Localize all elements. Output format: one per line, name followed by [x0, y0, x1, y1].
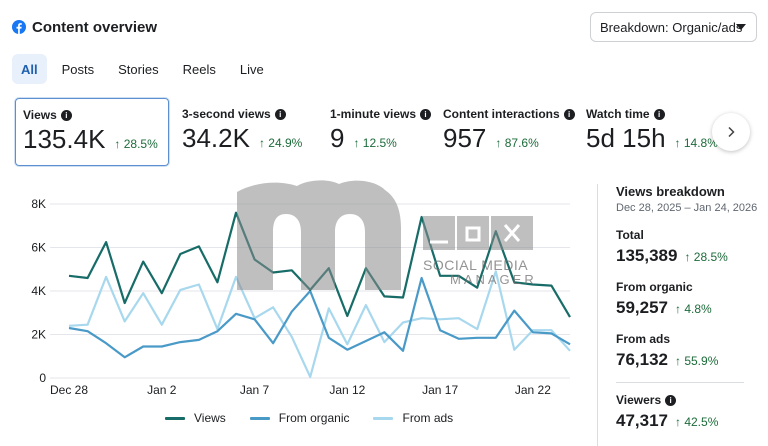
x-tick-label: Dec 28: [50, 383, 88, 397]
legend-label: From organic: [278, 411, 350, 425]
x-tick-label: Jan 17: [422, 383, 458, 397]
stat-value: 47,317: [616, 411, 668, 430]
info-icon[interactable]: i: [420, 108, 432, 120]
metric-card-watch-time[interactable]: Watch time i 5d 15h ↑ 14.8%: [579, 98, 731, 166]
stat-label: From ads: [616, 332, 671, 346]
legend-swatch: [249, 416, 270, 420]
views-chart: 0 2K 4K 6K 8K Dec 28 Jan 2 Jan 7 Jan 12 Jan 17 Jan…: [0, 182, 590, 446]
tab-posts[interactable]: Posts: [61, 61, 95, 77]
metric-change: ↑ 87.6%: [495, 136, 539, 150]
info-icon[interactable]: i: [653, 108, 665, 120]
x-tick-label: Jan 2: [147, 383, 177, 397]
stat-change: ↑ 42.5%: [675, 415, 719, 429]
legend-item-from-ads[interactable]: From ads: [373, 411, 453, 425]
caret-down-icon: [736, 24, 746, 30]
stat-viewers: Viewers i 47,317 ↑ 42.5%: [616, 393, 766, 431]
chart-legend: Views From organic From ads: [165, 411, 477, 425]
stat-change: ↑ 4.8%: [675, 302, 712, 316]
views-breakdown-panel: Views breakdown Dec 28, 2025 – Jan 24, 2…: [616, 184, 766, 431]
metric-label: Views: [23, 108, 57, 122]
breakdown-dropdown-label: Breakdown: Organic/ads: [600, 19, 743, 35]
info-icon[interactable]: i: [665, 394, 677, 406]
date-range: Dec 28, 2025 – Jan 24, 2026: [616, 202, 758, 214]
metric-label: 1-minute views: [330, 107, 417, 121]
breakdown-dropdown[interactable]: Breakdown: Organic/ads: [590, 12, 757, 42]
tab-stories[interactable]: Stories: [118, 61, 159, 77]
series-line-from-organic: [68, 276, 571, 359]
legend-swatch: [165, 416, 185, 420]
info-icon[interactable]: i: [274, 108, 286, 120]
metric-value: 957: [443, 123, 487, 153]
metric-value: 9: [330, 123, 345, 153]
series-line-views: [68, 211, 571, 318]
chevron-right-icon: [728, 126, 735, 138]
divider: [597, 184, 598, 446]
metric-change: ↑ 12.5%: [353, 136, 397, 150]
tab-live[interactable]: Live: [239, 61, 264, 77]
tab-all[interactable]: All: [12, 54, 47, 84]
x-tick-label: Jan 7: [240, 383, 270, 397]
stat-label: From organic: [616, 280, 693, 294]
metric-label: Content interactions: [443, 107, 560, 121]
stat-value: 135,389: [616, 246, 678, 265]
y-tick-label: 8K: [31, 197, 46, 211]
stat-from-ads: From ads 76,132 ↑ 55.9%: [616, 332, 766, 370]
views-line-chart: 0 2K 4K 6K 8K Dec 28 Jan 2 Jan 7 Jan 12 Jan 17 Jan…: [31, 197, 571, 397]
metric-label: Watch time: [586, 107, 650, 121]
stat-label: Viewers: [616, 393, 662, 407]
metric-change: ↑ 28.5%: [114, 137, 158, 151]
info-icon[interactable]: i: [563, 108, 575, 120]
stat-total: Total 135,389 ↑ 28.5%: [616, 228, 766, 266]
metric-card-views[interactable]: Views i 135.4K ↑ 28.5%: [15, 98, 169, 166]
info-icon[interactable]: i: [60, 109, 72, 121]
metric-card-3-second-views[interactable]: 3-second views i 34.2K ↑ 24.9%: [175, 98, 325, 166]
legend-swatch: [373, 416, 394, 420]
metric-value: 5d 15h: [586, 123, 666, 153]
legend-label: From ads: [402, 411, 454, 425]
metric-cards: Views i 135.4K ↑ 28.5% 3-second views i 34…: [15, 98, 755, 166]
stat-value: 59,257: [616, 298, 668, 317]
x-tick-label: Jan 22: [515, 383, 551, 397]
metric-change: ↑ 24.9%: [258, 136, 303, 150]
stat-change: ↑ 28.5%: [684, 250, 728, 264]
stat-change: ↑ 55.9%: [675, 354, 719, 368]
legend-item-from-organic[interactable]: From organic: [249, 411, 350, 425]
y-tick-label: 0: [39, 371, 46, 385]
panel-title: Views breakdown: [616, 184, 725, 199]
tab-reels[interactable]: Reels: [182, 61, 216, 77]
y-tick-label: 4K: [31, 284, 46, 298]
page-title: Content overview: [32, 18, 158, 36]
page-header: Content overview: [12, 12, 157, 42]
metric-change: ↑ 14.8%: [674, 136, 718, 150]
content-type-tabs: All Posts Stories Reels Live: [12, 54, 279, 84]
x-tick-label: Jan 12: [329, 383, 365, 397]
metric-card-1-minute-views[interactable]: 1-minute views i 9 ↑ 12.5%: [323, 98, 435, 166]
metric-value: 34.2K: [182, 123, 250, 153]
stat-label: Total: [616, 228, 644, 242]
metric-value: 135.4K: [23, 124, 106, 154]
facebook-icon: [12, 20, 26, 34]
divider: [616, 382, 744, 383]
metric-label: 3-second views: [182, 107, 271, 121]
metric-card-content-interactions[interactable]: Content interactions i 957 ↑ 87.6%: [436, 98, 578, 166]
stat-value: 76,132: [616, 350, 668, 369]
stat-from-organic: From organic 59,257 ↑ 4.8%: [616, 280, 766, 318]
legend-label: Views: [194, 411, 226, 425]
series-line-from-ads: [68, 270, 571, 378]
next-metrics-button[interactable]: [712, 113, 750, 151]
y-tick-label: 2K: [31, 328, 46, 342]
y-tick-label: 6K: [31, 241, 46, 255]
legend-item-views[interactable]: Views: [165, 411, 226, 425]
